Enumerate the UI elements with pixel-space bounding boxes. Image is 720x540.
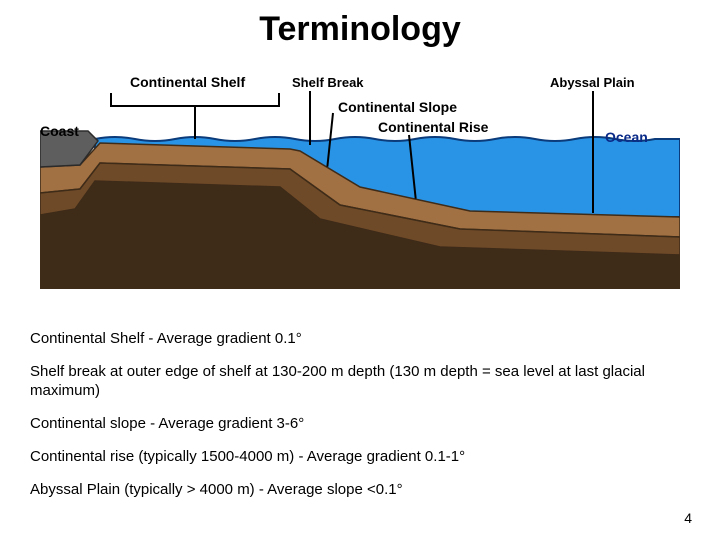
shelf-break-line <box>309 91 311 145</box>
body-p1: Continental Shelf - Average gradient 0.1… <box>30 330 680 349</box>
body-p3: Continental slope - Average gradient 3-6… <box>30 415 680 434</box>
shelf-bracket-stem <box>194 107 196 139</box>
ocean-floor-diagram: Coast Continental Shelf Shelf Break Cont… <box>40 69 680 289</box>
label-coast: Coast <box>40 123 79 139</box>
body-p4: Continental rise (typically 1500-4000 m)… <box>30 448 680 467</box>
label-ocean: Ocean <box>605 129 648 145</box>
body-p5: Abyssal Plain (typically > 4000 m) - Ave… <box>30 481 680 500</box>
label-abyssal-plain: Abyssal Plain <box>550 75 635 90</box>
label-shelf-break: Shelf Break <box>292 75 364 90</box>
page-number: 4 <box>684 510 692 526</box>
label-continental-shelf: Continental Shelf <box>130 74 245 90</box>
label-continental-slope: Continental Slope <box>338 99 457 115</box>
shelf-bracket <box>110 93 280 107</box>
label-continental-rise: Continental Rise <box>378 119 488 135</box>
body-p2: Shelf break at outer edge of shelf at 13… <box>30 363 680 401</box>
abyssal-line <box>592 91 594 213</box>
page-title: Terminology <box>0 0 720 49</box>
